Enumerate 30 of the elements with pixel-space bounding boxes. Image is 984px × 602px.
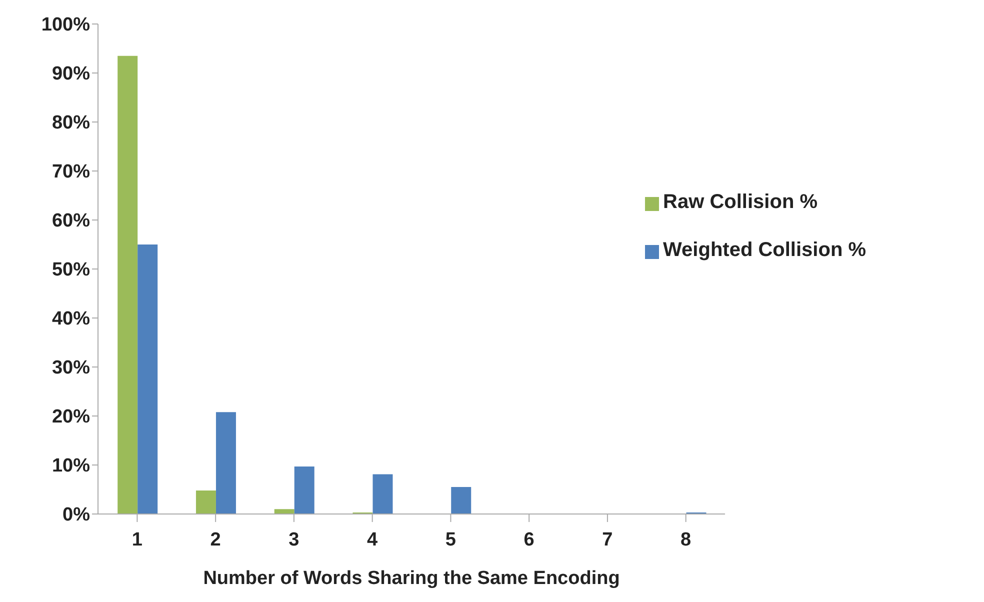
y-tick-label: 30%: [52, 358, 90, 379]
bar: [274, 509, 294, 514]
y-tick-label: 40%: [52, 308, 90, 330]
x-tick-label: 5: [445, 529, 456, 550]
legend-label: Weighted Collision %: [663, 239, 866, 261]
y-tick-label: 60%: [52, 210, 90, 232]
y-tick-label: 100%: [41, 14, 90, 36]
y-tick-label: 90%: [52, 64, 90, 85]
y-tick-label: 70%: [52, 162, 90, 183]
x-tick-label: 2: [210, 529, 221, 550]
x-tick-label: 3: [288, 529, 300, 550]
y-tick-label: 0%: [62, 504, 90, 526]
y-tick-label: 10%: [52, 456, 90, 477]
x-tick-label: 6: [524, 529, 534, 550]
x-tick-label: 8: [680, 529, 692, 550]
x-tick-label: 1: [132, 529, 143, 550]
bar: [451, 487, 472, 514]
x-axis-title: Number of Words Sharing the Same Encoding: [203, 568, 620, 589]
y-tick-label: 80%: [52, 112, 90, 134]
bar: [138, 244, 158, 514]
bar: [294, 466, 314, 514]
bar: [118, 56, 138, 514]
legend-label: Raw Collision %: [663, 191, 818, 213]
bar: [216, 412, 236, 514]
x-tick-label: 4: [367, 529, 378, 550]
y-tick-label: 50%: [52, 260, 90, 281]
y-tick-label: 20%: [52, 406, 90, 428]
bar: [372, 474, 393, 514]
x-tick-label: 7: [602, 529, 613, 550]
bar: [196, 490, 216, 514]
